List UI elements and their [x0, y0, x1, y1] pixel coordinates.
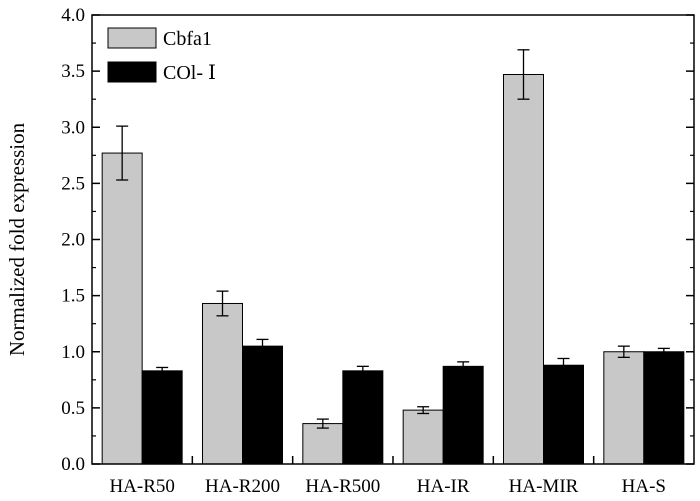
x-tick-label: HA-R500 [305, 476, 380, 497]
x-tick-label: HA-MIR [509, 476, 579, 497]
bar-group [101, 73, 685, 465]
bar-cbfa1 [603, 351, 645, 465]
y-axis-ticks: 0.0 0.5 1.0 1.5 2.0 2.5 3.0 3.5 4.0 [61, 5, 694, 475]
y-tick-label: 2.0 [61, 230, 85, 251]
bar-col1 [442, 365, 484, 465]
y-tick-label: 1.5 [61, 286, 85, 307]
y-tick-label: 3.0 [61, 117, 85, 138]
bar-cbfa1 [101, 152, 143, 465]
y-tick-label: 0.5 [61, 398, 85, 419]
y-tick-label: 4.0 [61, 5, 85, 26]
bar-col1 [342, 370, 384, 465]
error-bar-group [116, 49, 670, 429]
legend-swatch-col1 [107, 61, 157, 83]
y-axis-title: Normalized fold expression [5, 122, 29, 356]
bar-col1 [141, 370, 183, 465]
x-axis-ticks: HA-R50 HA-R200 HA-R500 HA-IR HA-MIR HA-S [109, 456, 666, 497]
y-tick-label: 2.5 [61, 173, 85, 194]
x-tick-label: HA-R200 [205, 476, 280, 497]
bar-cbfa1 [503, 73, 544, 465]
bar-col1 [643, 351, 685, 465]
y-tick-label: 3.5 [61, 61, 85, 82]
bar-col1 [242, 345, 283, 465]
legend-label: Cbfa1 [163, 28, 212, 50]
x-tick-label: HA-IR [417, 476, 470, 497]
x-tick-label: HA-R50 [109, 476, 174, 497]
bar-col1 [543, 364, 584, 465]
legend-swatch-cbfa1 [107, 27, 157, 49]
legend: Cbfa1 COl- Ⅰ [107, 27, 216, 84]
x-tick-label: HA-S [622, 476, 666, 497]
bar-cbfa1 [302, 423, 344, 465]
bar-cbfa1 [202, 302, 243, 465]
legend-label: COl- Ⅰ [163, 62, 216, 84]
bar-cbfa1 [402, 409, 444, 465]
y-tick-label: 0.0 [61, 454, 85, 475]
y-tick-label: 1.0 [61, 342, 85, 363]
